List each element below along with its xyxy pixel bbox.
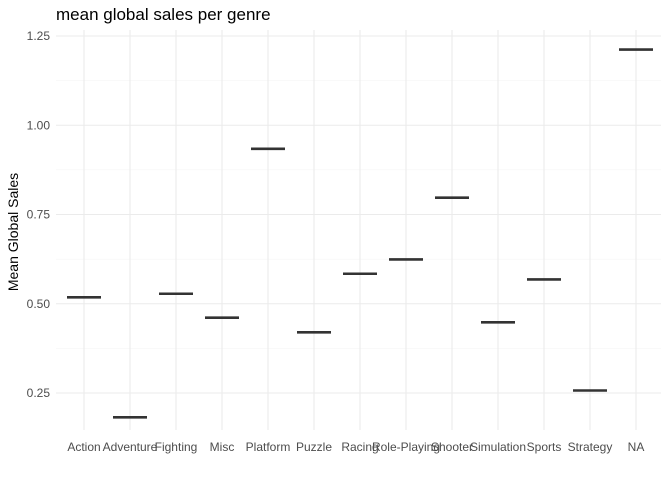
y-axis-ticks: 0.25 0.50 0.75 1.00 1.25 (27, 29, 51, 400)
y-tick-label: 0.50 (27, 297, 51, 311)
x-tick-label: Role-Playing (372, 440, 440, 454)
y-tick-label: 0.25 (27, 386, 51, 400)
plot-marks (67, 48, 653, 419)
gridlines (56, 30, 661, 430)
chart-title: mean global sales per genre (56, 5, 271, 24)
x-tick-label: Platform (246, 440, 291, 454)
y-tick-label: 1.25 (27, 29, 51, 43)
x-tick-label: Action (67, 440, 100, 454)
x-tick-label: Shooter (431, 440, 473, 454)
y-axis-title: Mean Global Sales (5, 173, 21, 291)
x-tick-label: Strategy (568, 440, 613, 454)
x-tick-label: Sports (527, 440, 562, 454)
x-tick-label: Fighting (155, 440, 198, 454)
y-tick-label: 1.00 (27, 118, 51, 132)
x-tick-label: NA (628, 440, 645, 454)
x-tick-label: Racing (341, 440, 378, 454)
x-tick-label: Adventure (103, 440, 158, 454)
x-tick-label: Misc (210, 440, 235, 454)
y-tick-label: 0.75 (27, 208, 51, 222)
x-tick-label: Simulation (470, 440, 526, 454)
x-tick-label: Puzzle (296, 440, 332, 454)
